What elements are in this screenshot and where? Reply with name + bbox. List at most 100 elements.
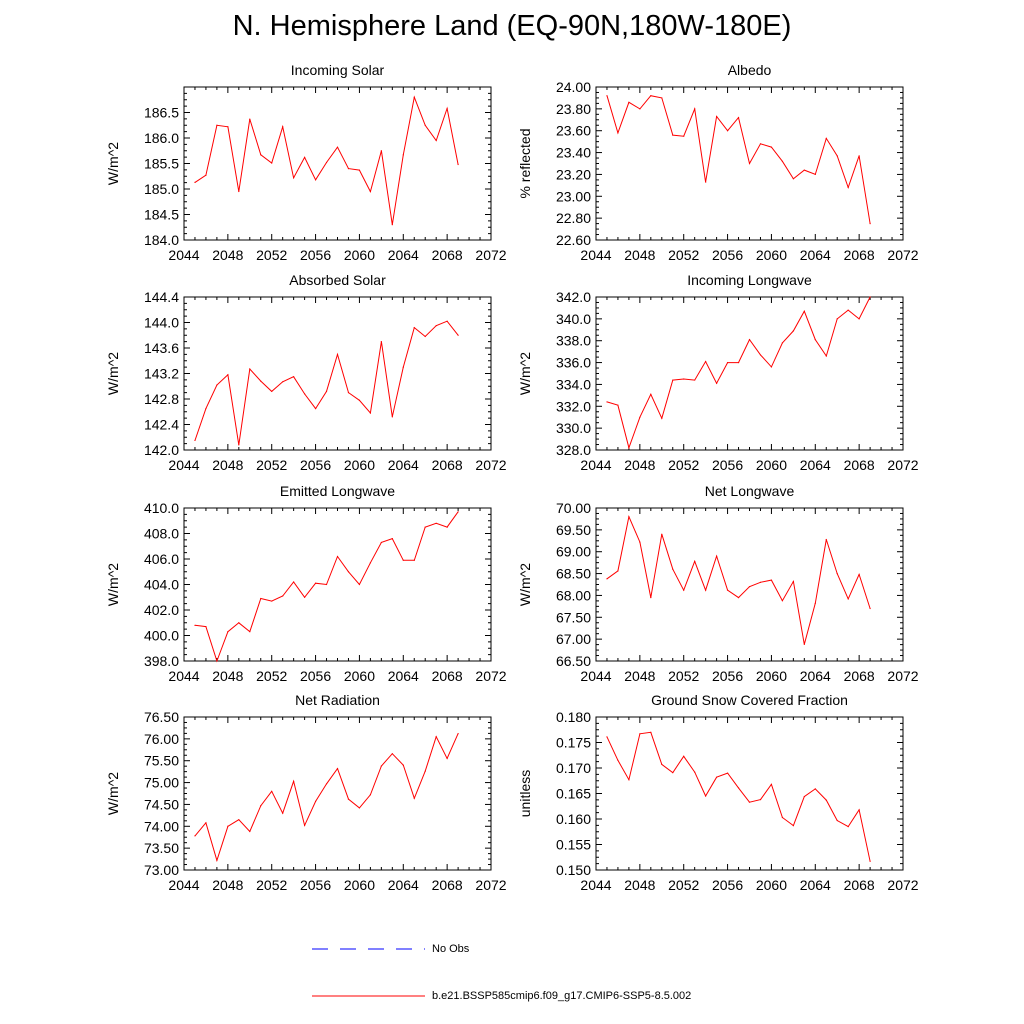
panel-4-data-point [424, 526, 426, 528]
panel-4-data-point [347, 571, 350, 573]
panel-5-ytick-label: 67.50 [556, 609, 591, 625]
panel-3-ytick-label: 334.0 [556, 376, 591, 392]
panel-0-data-point [304, 156, 306, 158]
panel-5-data-point [858, 573, 860, 576]
panel-4-data-point [336, 555, 339, 558]
panel-3-data-point [814, 339, 816, 341]
panel-6-data-point [260, 805, 262, 807]
panel-4-data-point [413, 559, 415, 561]
panel-3-data-point [737, 361, 740, 364]
panel-5-data-point [628, 516, 630, 518]
panel-5-data-point [683, 589, 685, 591]
panel-1-ylabel: % reflected [517, 128, 533, 198]
panel-5-xtick-label: 2048 [624, 668, 655, 684]
panel-3-ytick-label: 342.0 [556, 289, 591, 305]
panel-3-data-point [847, 309, 849, 311]
panel-5-data-point [836, 572, 838, 575]
panel-5-xtick-label: 2060 [756, 668, 787, 684]
panel-1-data-point [836, 155, 838, 157]
panel-1-ytick-label: 23.60 [556, 123, 591, 139]
panel-3-title: Incoming Longwave [687, 272, 812, 288]
panel-3-ytick-label: 340.0 [556, 311, 591, 327]
panel-7-xtick-label: 2044 [580, 877, 611, 893]
panel-4-ytick-label: 410.0 [144, 500, 179, 516]
panel-0-ytick-label: 185.0 [144, 181, 179, 197]
panel-4-data-point [205, 625, 207, 628]
panel-7-data-point [792, 825, 794, 827]
panel-6-xtick-label: 2052 [256, 877, 287, 893]
panel-3-data-point [628, 447, 630, 449]
panel-2-data-point [369, 412, 371, 414]
panel-6-data-point [369, 794, 371, 796]
panel-4-data-point [238, 622, 240, 624]
panel-0-xtick-label: 2044 [168, 247, 199, 263]
panel-7-xtick-label: 2052 [668, 877, 699, 893]
panel-4-data-point [260, 597, 262, 600]
panel-1-data-point [672, 134, 674, 136]
panel-0-xtick-label: 2056 [300, 247, 331, 263]
panel-0-data-point [424, 124, 426, 126]
panel-6-data-point [194, 835, 196, 837]
panel-1-ytick-label: 22.80 [556, 210, 591, 226]
panel-1-ytick-label: 23.20 [556, 166, 591, 182]
panel-1-data-point [705, 181, 707, 183]
panel-6-data-point [227, 825, 229, 827]
panel-7-data-point [726, 772, 729, 774]
panel-6-xtick-label: 2060 [344, 877, 375, 893]
panel-3-xtick-label: 2056 [712, 457, 743, 473]
panel-7-data-point [661, 763, 663, 766]
panel-4-data-point [457, 511, 459, 513]
panel-1-xtick-label: 2068 [844, 247, 875, 263]
panel-7-xtick-label: 2056 [712, 877, 743, 893]
panel-3-xtick-label: 2048 [624, 457, 655, 473]
panel-4-ylabel: W/m^2 [105, 563, 121, 606]
panel-7-ytick-label: 0.175 [556, 735, 591, 751]
panel-6-ytick-label: 76.00 [144, 731, 179, 747]
panel-7-data-point [705, 795, 707, 797]
panel-1-data-point [858, 155, 860, 157]
panel-3-data-point [639, 416, 641, 418]
panel-7-title: Ground Snow Covered Fraction [651, 692, 848, 708]
panel-1-data-point [694, 108, 696, 110]
panel-5-data-point [650, 597, 652, 599]
panel-0-ytick-label: 184.5 [144, 207, 179, 223]
panel-1-data-point [781, 160, 783, 162]
panel-2-data-point [205, 407, 207, 410]
panel-0-data-point [249, 118, 251, 120]
panel-6-xtick-label: 2068 [432, 877, 463, 893]
panel-5-xtick-label: 2044 [580, 668, 611, 684]
panel-2-xtick-label: 2068 [432, 457, 463, 473]
panel-2-ytick-label: 144.4 [144, 289, 179, 305]
panel-4-data-point [369, 562, 371, 564]
panel-3-xtick-label: 2072 [887, 457, 918, 473]
panel-2-xtick-label: 2072 [475, 457, 506, 473]
panel-2-data-point [402, 366, 404, 368]
panel-6-title: Net Radiation [295, 692, 380, 708]
panel-7-xtick-label: 2068 [844, 877, 875, 893]
panel-3-xtick-label: 2060 [756, 457, 787, 473]
panel-3-ytick-label: 328.0 [556, 442, 591, 458]
panel-5-data-point [803, 643, 805, 645]
panel-1-data-point [606, 95, 608, 97]
panel-5-data-point [606, 578, 608, 580]
panel-1-data-point [683, 135, 685, 137]
panel-1-data-point [847, 186, 849, 189]
panel-5-xtick-label: 2072 [887, 668, 918, 684]
panel-5-ytick-label: 67.00 [556, 631, 591, 647]
panel-5-ytick-label: 69.00 [556, 544, 591, 560]
panel-6-data-point [314, 800, 317, 802]
panel-7-ytick-label: 0.155 [556, 837, 591, 853]
panel-6-ytick-label: 76.50 [144, 709, 179, 725]
panel-2-ytick-label: 142.0 [144, 442, 179, 458]
panel-3-xtick-label: 2052 [668, 457, 699, 473]
panel-6-xtick-label: 2048 [212, 877, 243, 893]
panel-7-data-point [650, 731, 652, 733]
panel-7-data-point [847, 826, 849, 828]
panel-2-data-point [435, 325, 437, 327]
panel-3-xtick-label: 2068 [844, 457, 875, 473]
panel-2-data-point [216, 384, 218, 386]
panel-2-ytick-label: 143.6 [144, 340, 179, 356]
panel-1-ytick-label: 23.40 [556, 145, 591, 161]
panel-3-ylabel: W/m^2 [517, 352, 533, 395]
